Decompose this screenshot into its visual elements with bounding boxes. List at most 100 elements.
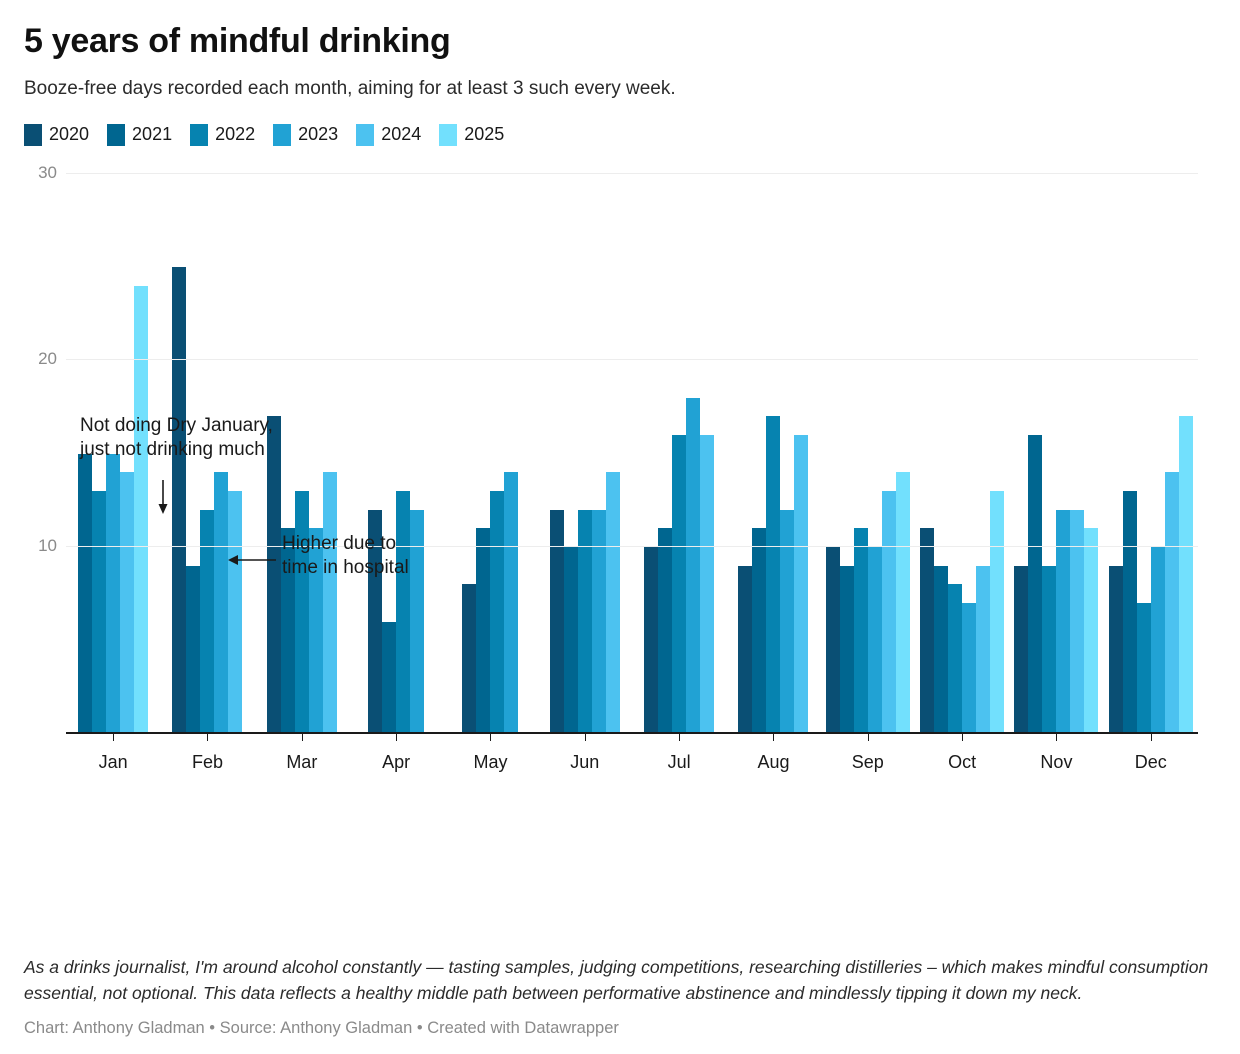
legend-item-2021[interactable]: 2021 xyxy=(107,123,172,146)
bar-Sep-2025[interactable] xyxy=(895,472,910,734)
bar-Feb-2020[interactable] xyxy=(172,267,187,734)
legend-item-2024[interactable]: 2024 xyxy=(356,123,421,146)
bar-Jul-2024[interactable] xyxy=(700,435,715,734)
bar-slot-2021 xyxy=(658,174,673,734)
bar-Feb-2022[interactable] xyxy=(200,509,215,734)
bar-Dec-2021[interactable] xyxy=(1122,491,1137,734)
bar-Sep-2023[interactable] xyxy=(867,547,882,734)
bar-slots xyxy=(549,174,620,734)
bar-Apr-2022[interactable] xyxy=(396,491,411,734)
plot-area: Jan Feb Mar Apr May Jun Jul Aug Sep Oct Nov Dec 10 2… xyxy=(24,163,1216,774)
bar-Feb-2021[interactable] xyxy=(186,565,201,734)
bar-slot-2022 xyxy=(200,174,215,734)
bar-slot-2023 xyxy=(867,174,882,734)
bar-slot-2022 xyxy=(396,174,411,734)
bar-Dec-2023[interactable] xyxy=(1150,547,1165,734)
bar-Nov-2024[interactable] xyxy=(1070,509,1085,734)
bar-slot-2023 xyxy=(106,174,121,734)
plot-canvas: Jan Feb Mar Apr May Jun Jul Aug Sep Oct Nov Dec 10 2… xyxy=(38,163,1198,772)
bar-Mar-2022[interactable] xyxy=(294,491,309,734)
bar-slot-2022 xyxy=(490,174,505,734)
bar-Oct-2024[interactable] xyxy=(976,565,991,734)
bar-Jan-2023[interactable] xyxy=(106,453,121,734)
bar-group-Nov: Nov xyxy=(1009,174,1103,772)
bar-Jun-2020[interactable] xyxy=(549,509,564,734)
bar-Jul-2020[interactable] xyxy=(644,547,659,734)
bar-Nov-2022[interactable] xyxy=(1042,565,1057,734)
bar-slot-2021 xyxy=(382,174,397,734)
bar-slot-2020 xyxy=(1108,174,1123,734)
bar-Jan-2025[interactable] xyxy=(134,285,149,734)
bar-slots xyxy=(825,174,910,734)
bar-Oct-2020[interactable] xyxy=(920,528,935,734)
bar-Nov-2021[interactable] xyxy=(1028,435,1043,734)
chart-note: As a drinks journalist, I'm around alcoh… xyxy=(24,957,1209,1003)
legend-item-2020[interactable]: 2020 xyxy=(24,123,89,146)
bar-Dec-2024[interactable] xyxy=(1164,472,1179,734)
bar-Oct-2025[interactable] xyxy=(990,491,1005,734)
legend-item-2023[interactable]: 2023 xyxy=(273,123,339,146)
bar-Jan-2022[interactable] xyxy=(92,491,107,734)
bar-Oct-2022[interactable] xyxy=(948,584,963,734)
legend-swatch-2024 xyxy=(356,123,375,146)
bar-Nov-2020[interactable] xyxy=(1014,565,1029,734)
bar-Oct-2021[interactable] xyxy=(934,565,949,734)
bar-Dec-2020[interactable] xyxy=(1108,565,1123,734)
bar-Aug-2021[interactable] xyxy=(752,528,767,734)
bar-Sep-2020[interactable] xyxy=(825,547,840,734)
bar-Mar-2023[interactable] xyxy=(308,528,323,734)
bar-Mar-2021[interactable] xyxy=(280,528,295,734)
y-axis-tick-20: 20 xyxy=(38,349,57,369)
bar-Jan-2021[interactable] xyxy=(78,453,93,734)
bar-slot-2023 xyxy=(504,174,519,734)
bar-Jun-2023[interactable] xyxy=(591,509,606,734)
bar-slots xyxy=(920,174,1005,734)
bar-slot-2021 xyxy=(752,174,767,734)
bar-Jun-2024[interactable] xyxy=(605,472,620,734)
bar-Apr-2020[interactable] xyxy=(368,509,383,734)
bar-Aug-2023[interactable] xyxy=(780,509,795,734)
bar-group-Oct: Oct xyxy=(915,174,1009,772)
bar-Jul-2022[interactable] xyxy=(672,435,687,734)
bar-Sep-2021[interactable] xyxy=(839,565,854,734)
legend-label: 2023 xyxy=(298,124,339,145)
bar-Aug-2020[interactable] xyxy=(738,565,753,734)
legend-item-2022[interactable]: 2022 xyxy=(190,123,255,146)
bar-slot-2023 xyxy=(780,174,795,734)
bar-May-2022[interactable] xyxy=(490,491,505,734)
bar-Feb-2024[interactable] xyxy=(228,491,243,734)
bar-Feb-2023[interactable] xyxy=(214,472,229,734)
bar-Jul-2021[interactable] xyxy=(658,528,673,734)
bar-Jan-2024[interactable] xyxy=(120,472,135,734)
legend-item-2025[interactable]: 2025 xyxy=(439,123,504,146)
bar-slot-2021 xyxy=(1028,174,1043,734)
bar-Jul-2023[interactable] xyxy=(686,397,701,734)
bar-Aug-2022[interactable] xyxy=(766,416,781,734)
x-axis-tick-Jul: Jul xyxy=(667,751,691,772)
chart-legend: 2020 2021 2022 2023 2024 2025 xyxy=(24,123,1216,146)
bar-Jun-2021[interactable] xyxy=(563,547,578,734)
bar-slots xyxy=(462,174,519,734)
bar-Apr-2021[interactable] xyxy=(382,621,397,734)
bar-slots xyxy=(78,174,149,734)
bar-slot-2020 xyxy=(920,174,935,734)
bar-Mar-2024[interactable] xyxy=(322,472,337,734)
x-axis-line xyxy=(66,731,1198,734)
bar-Sep-2022[interactable] xyxy=(853,528,868,734)
bar-May-2020[interactable] xyxy=(462,584,477,734)
bar-Apr-2023[interactable] xyxy=(410,509,425,734)
bar-May-2021[interactable] xyxy=(476,528,491,734)
bar-Aug-2024[interactable] xyxy=(794,435,809,734)
bar-group-Aug: Aug xyxy=(726,174,820,772)
bar-Oct-2023[interactable] xyxy=(962,603,977,734)
bar-Dec-2025[interactable] xyxy=(1178,416,1193,734)
bar-Nov-2025[interactable] xyxy=(1084,528,1099,734)
bar-Dec-2022[interactable] xyxy=(1136,603,1151,734)
x-axis-tick-mark xyxy=(584,733,586,741)
bar-Mar-2020[interactable] xyxy=(266,416,281,734)
bar-Nov-2023[interactable] xyxy=(1056,509,1071,734)
bar-Sep-2024[interactable] xyxy=(881,491,896,734)
bar-May-2023[interactable] xyxy=(504,472,519,734)
bar-Jun-2022[interactable] xyxy=(577,509,592,734)
